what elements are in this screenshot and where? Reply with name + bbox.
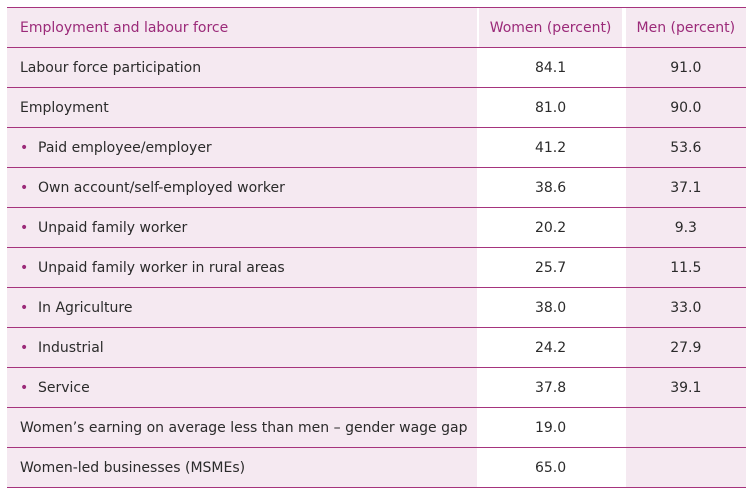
women-percent-cell: 65.0 xyxy=(478,448,622,487)
women-percent-cell: 84.1 xyxy=(478,48,622,87)
row-label-cell: • Paid employee/employer xyxy=(7,128,478,167)
men-percent-value: 90.0 xyxy=(670,99,702,116)
row-label: Service xyxy=(38,379,90,396)
men-percent-cell: 90.0 xyxy=(625,88,746,127)
women-percent-value: 81.0 xyxy=(534,99,567,116)
men-percent-cell: 37.1 xyxy=(625,168,746,207)
women-percent-cell: 24.2 xyxy=(478,328,622,367)
women-percent-cell: 25.7 xyxy=(478,248,622,287)
men-percent-value: 53.6 xyxy=(670,139,702,156)
men-percent-value: 33.0 xyxy=(670,299,702,316)
bullet-icon: • xyxy=(20,379,29,396)
bullet-icon: • xyxy=(20,179,29,196)
table-row: • Own account/self-employed worker 38.6 37.… xyxy=(7,168,746,208)
header-women-percent: Women (percent) xyxy=(478,8,622,47)
women-percent-value: 38.0 xyxy=(534,299,567,316)
row-label: Women-led businesses (MSMEs) xyxy=(20,459,246,476)
men-percent-value: 37.1 xyxy=(670,179,702,196)
men-percent-value: 9.3 xyxy=(674,219,697,236)
row-label: Industrial xyxy=(38,339,104,356)
men-percent-cell: 39.1 xyxy=(625,368,746,407)
women-percent-value: 41.2 xyxy=(534,139,567,156)
men-percent-value: 27.9 xyxy=(670,339,702,356)
bullet-icon: • xyxy=(20,219,29,236)
row-label-cell: • Unpaid family worker in rural areas xyxy=(7,248,478,287)
men-percent-cell: 91.0 xyxy=(625,48,746,87)
table-row: Women’s earning on average less than men… xyxy=(7,408,746,448)
table-row: • Paid employee/employer 41.2 53.6 xyxy=(7,128,746,168)
bullet-icon: • xyxy=(20,339,29,356)
table-row: Employment 81.0 90.0 xyxy=(7,88,746,128)
women-percent-value: 84.1 xyxy=(534,59,567,76)
header-col3-label: Men (percent) xyxy=(636,19,736,36)
row-label-cell: • Own account/self-employed worker xyxy=(7,168,478,207)
row-label-cell: Women-led businesses (MSMEs) xyxy=(7,448,478,487)
header-men-percent: Men (percent) xyxy=(625,8,746,47)
men-percent-cell: 11.5 xyxy=(625,248,746,287)
row-label: In Agriculture xyxy=(38,299,133,316)
header-col1-label: Employment and labour force xyxy=(20,19,229,36)
men-percent-value: 91.0 xyxy=(670,59,702,76)
table-row: Labour force participation 84.1 91.0 xyxy=(7,48,746,88)
employment-table: Employment and labour force Women (perce… xyxy=(7,7,746,488)
table-row: • Industrial 24.2 27.9 xyxy=(7,328,746,368)
row-label: Own account/self-employed worker xyxy=(38,179,285,196)
bullet-icon: • xyxy=(20,139,29,156)
women-percent-value: 65.0 xyxy=(534,459,567,476)
women-percent-cell: 81.0 xyxy=(478,88,622,127)
women-percent-cell: 38.0 xyxy=(478,288,622,327)
men-percent-cell: 27.9 xyxy=(625,328,746,367)
women-percent-value: 24.2 xyxy=(534,339,567,356)
men-percent-cell xyxy=(625,448,746,487)
row-label-cell: Employment xyxy=(7,88,478,127)
women-percent-value: 25.7 xyxy=(534,259,567,276)
women-percent-cell: 41.2 xyxy=(478,128,622,167)
women-percent-value: 38.6 xyxy=(534,179,567,196)
row-label: Unpaid family worker in rural areas xyxy=(38,259,285,276)
women-percent-value: 37.8 xyxy=(534,379,567,396)
row-label-cell: Women’s earning on average less than men… xyxy=(7,408,478,447)
men-percent-cell: 33.0 xyxy=(625,288,746,327)
row-label-cell: • Service xyxy=(7,368,478,407)
row-label: Women’s earning on average less than men… xyxy=(20,419,468,436)
header-col2-label: Women (percent) xyxy=(489,19,612,36)
row-label-cell: • Unpaid family worker xyxy=(7,208,478,247)
women-percent-cell: 38.6 xyxy=(478,168,622,207)
women-percent-value: 20.2 xyxy=(534,219,567,236)
men-percent-cell: 9.3 xyxy=(625,208,746,247)
bullet-icon: • xyxy=(20,259,29,276)
table-header-row: Employment and labour force Women (perce… xyxy=(7,8,746,48)
table-row: • Unpaid family worker 20.2 9.3 xyxy=(7,208,746,248)
women-percent-cell: 37.8 xyxy=(478,368,622,407)
men-percent-value: 39.1 xyxy=(670,379,702,396)
table-row: • Service 37.8 39.1 xyxy=(7,368,746,408)
men-percent-cell: 53.6 xyxy=(625,128,746,167)
row-label: Unpaid family worker xyxy=(38,219,188,236)
table-row: Women-led businesses (MSMEs) 65.0 xyxy=(7,448,746,488)
row-label-cell: Labour force participation xyxy=(7,48,478,87)
table-body: Labour force participation 84.1 91.0 Employ… xyxy=(7,48,746,488)
row-label: Paid employee/employer xyxy=(38,139,212,156)
women-percent-cell: 19.0 xyxy=(478,408,622,447)
row-label-cell: • Industrial xyxy=(7,328,478,367)
header-employment-labour-force: Employment and labour force xyxy=(7,8,478,47)
men-percent-value: 11.5 xyxy=(670,259,702,276)
row-label: Labour force participation xyxy=(20,59,202,76)
women-percent-value: 19.0 xyxy=(534,419,567,436)
men-percent-cell xyxy=(625,408,746,447)
women-percent-cell: 20.2 xyxy=(478,208,622,247)
row-label-cell: • In Agriculture xyxy=(7,288,478,327)
table-row: • Unpaid family worker in rural areas 25.7… xyxy=(7,248,746,288)
bullet-icon: • xyxy=(20,299,29,316)
row-label: Employment xyxy=(20,99,109,116)
table-row: • In Agriculture 38.0 33.0 xyxy=(7,288,746,328)
